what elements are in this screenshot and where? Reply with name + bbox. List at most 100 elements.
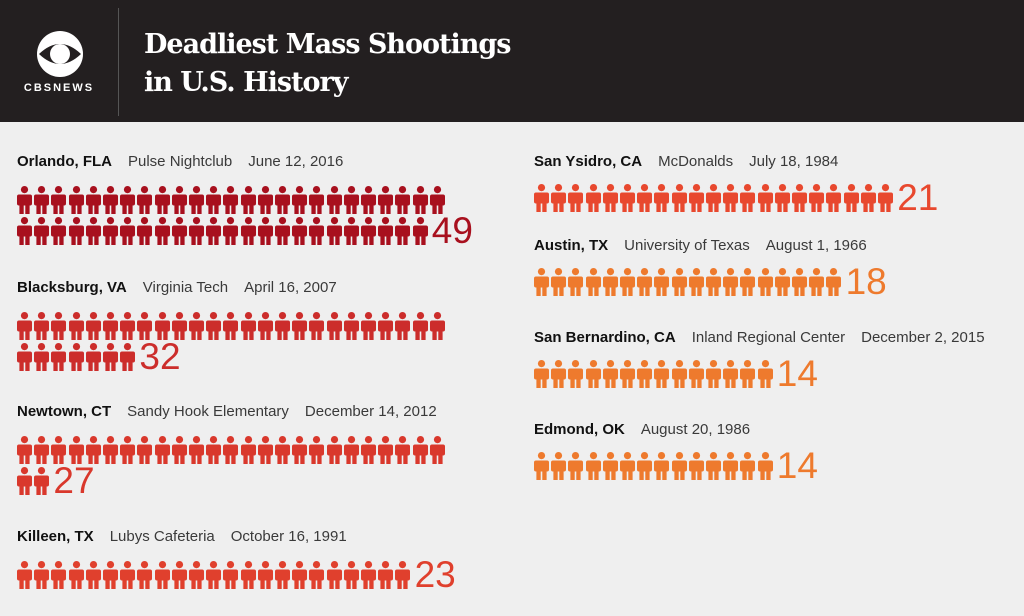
entry-date: July 18, 1984: [749, 153, 839, 170]
person-icon: [68, 561, 84, 594]
person-icon: [343, 312, 359, 345]
entry-meta: Newtown, CT Sandy Hook Elementary December…: [17, 403, 453, 420]
person-icon: [120, 217, 136, 250]
person-icon: [429, 312, 445, 345]
death-count-label: 18: [845, 261, 887, 302]
person-icon: [568, 452, 584, 485]
entry-place: Sandy Hook Elementary: [127, 403, 289, 420]
person-icon: [206, 436, 222, 469]
person-icon: [343, 561, 359, 594]
person-icon: [206, 217, 222, 250]
person-icon: [326, 217, 342, 250]
person-icon: [534, 452, 549, 485]
person-icon: [706, 360, 721, 393]
person-icon: [34, 467, 50, 500]
person-icon: [85, 343, 101, 376]
entry-city: Austin, TX: [534, 237, 609, 254]
person-icon: [757, 268, 773, 301]
person-icon: [103, 312, 118, 345]
death-count-label: 21: [897, 177, 939, 218]
person-icon: [17, 343, 32, 376]
person-icon: [688, 184, 704, 217]
person-icon: [17, 186, 32, 219]
cbs-news-logo[interactable]: CBSNEWS: [0, 0, 118, 122]
person-icon: [326, 186, 342, 219]
person-icon: [154, 186, 170, 219]
person-icon: [740, 184, 756, 217]
person-icon: [120, 436, 136, 469]
person-icon: [637, 268, 653, 301]
person-icon: [534, 360, 549, 393]
person-icon: [757, 360, 773, 393]
person-icon: [189, 217, 204, 250]
person-icon: [223, 186, 239, 219]
person-icon: [34, 343, 50, 376]
person-icon: [774, 184, 790, 217]
person-icon: [620, 184, 635, 217]
person-icon: [688, 268, 704, 301]
entry-city: Killeen, TX: [17, 528, 94, 545]
person-icon: [189, 436, 204, 469]
person-icon: [17, 312, 32, 345]
person-icon: [361, 186, 376, 219]
person-icon: [654, 360, 670, 393]
entry-meta: San Bernardino, CA Inland Regional Center…: [534, 329, 1001, 346]
person-icon: [85, 312, 101, 345]
person-icon: [309, 312, 325, 345]
person-icon: [654, 268, 670, 301]
person-icon: [137, 436, 153, 469]
person-icon: [189, 561, 204, 594]
entry-date: April 16, 2007: [244, 279, 337, 296]
person-icon: [568, 268, 584, 301]
person-icon: [309, 436, 325, 469]
death-count-label: 23: [414, 554, 456, 595]
person-icon: [740, 268, 756, 301]
person-icon: [757, 452, 773, 485]
person-icon: [292, 312, 308, 345]
person-icon: [361, 561, 376, 594]
person-icon: [171, 217, 187, 250]
person-icon: [757, 184, 773, 217]
person-icon: [68, 436, 84, 469]
person-icon: [120, 312, 136, 345]
person-icon: [395, 186, 411, 219]
person-icon: [326, 436, 342, 469]
person-icon: [85, 217, 101, 250]
person-icon: [361, 217, 376, 250]
person-icon: [671, 452, 687, 485]
person-icon: [223, 312, 239, 345]
person-icon: [240, 436, 256, 469]
person-icon: [534, 268, 549, 301]
person-icon: [240, 312, 256, 345]
person-icon: [585, 360, 601, 393]
person-icon: [378, 217, 394, 250]
person-icon: [654, 184, 670, 217]
entry-city: San Ysidro, CA: [534, 153, 643, 170]
person-icon: [378, 561, 394, 594]
person-icon: [326, 561, 342, 594]
person-icon: [620, 452, 635, 485]
person-icon: [378, 186, 394, 219]
person-icon: [723, 452, 739, 485]
person-icon: [240, 217, 256, 250]
person-icon: [257, 561, 273, 594]
person-icon: [395, 436, 411, 469]
person-icon: [223, 436, 239, 469]
person-icon: [292, 186, 308, 219]
person-icon: [223, 561, 239, 594]
person-icon: [809, 268, 825, 301]
person-icon: [17, 436, 32, 469]
person-icon: [568, 184, 584, 217]
entry-place: Inland Regional Center: [691, 329, 846, 346]
person-icon: [343, 217, 359, 250]
death-count-label: 32: [139, 336, 181, 377]
person-icon: [206, 186, 222, 219]
entry-date: December 14, 2012: [304, 403, 437, 420]
person-icon: [602, 452, 618, 485]
person-icon: [51, 312, 67, 345]
cbs-eye-icon: [37, 31, 83, 77]
person-icon: [551, 452, 567, 485]
entry-meta: Killeen, TX Lubys Cafeteria October 16, 19…: [17, 528, 363, 545]
person-icon: [51, 186, 67, 219]
person-icon: [292, 561, 308, 594]
